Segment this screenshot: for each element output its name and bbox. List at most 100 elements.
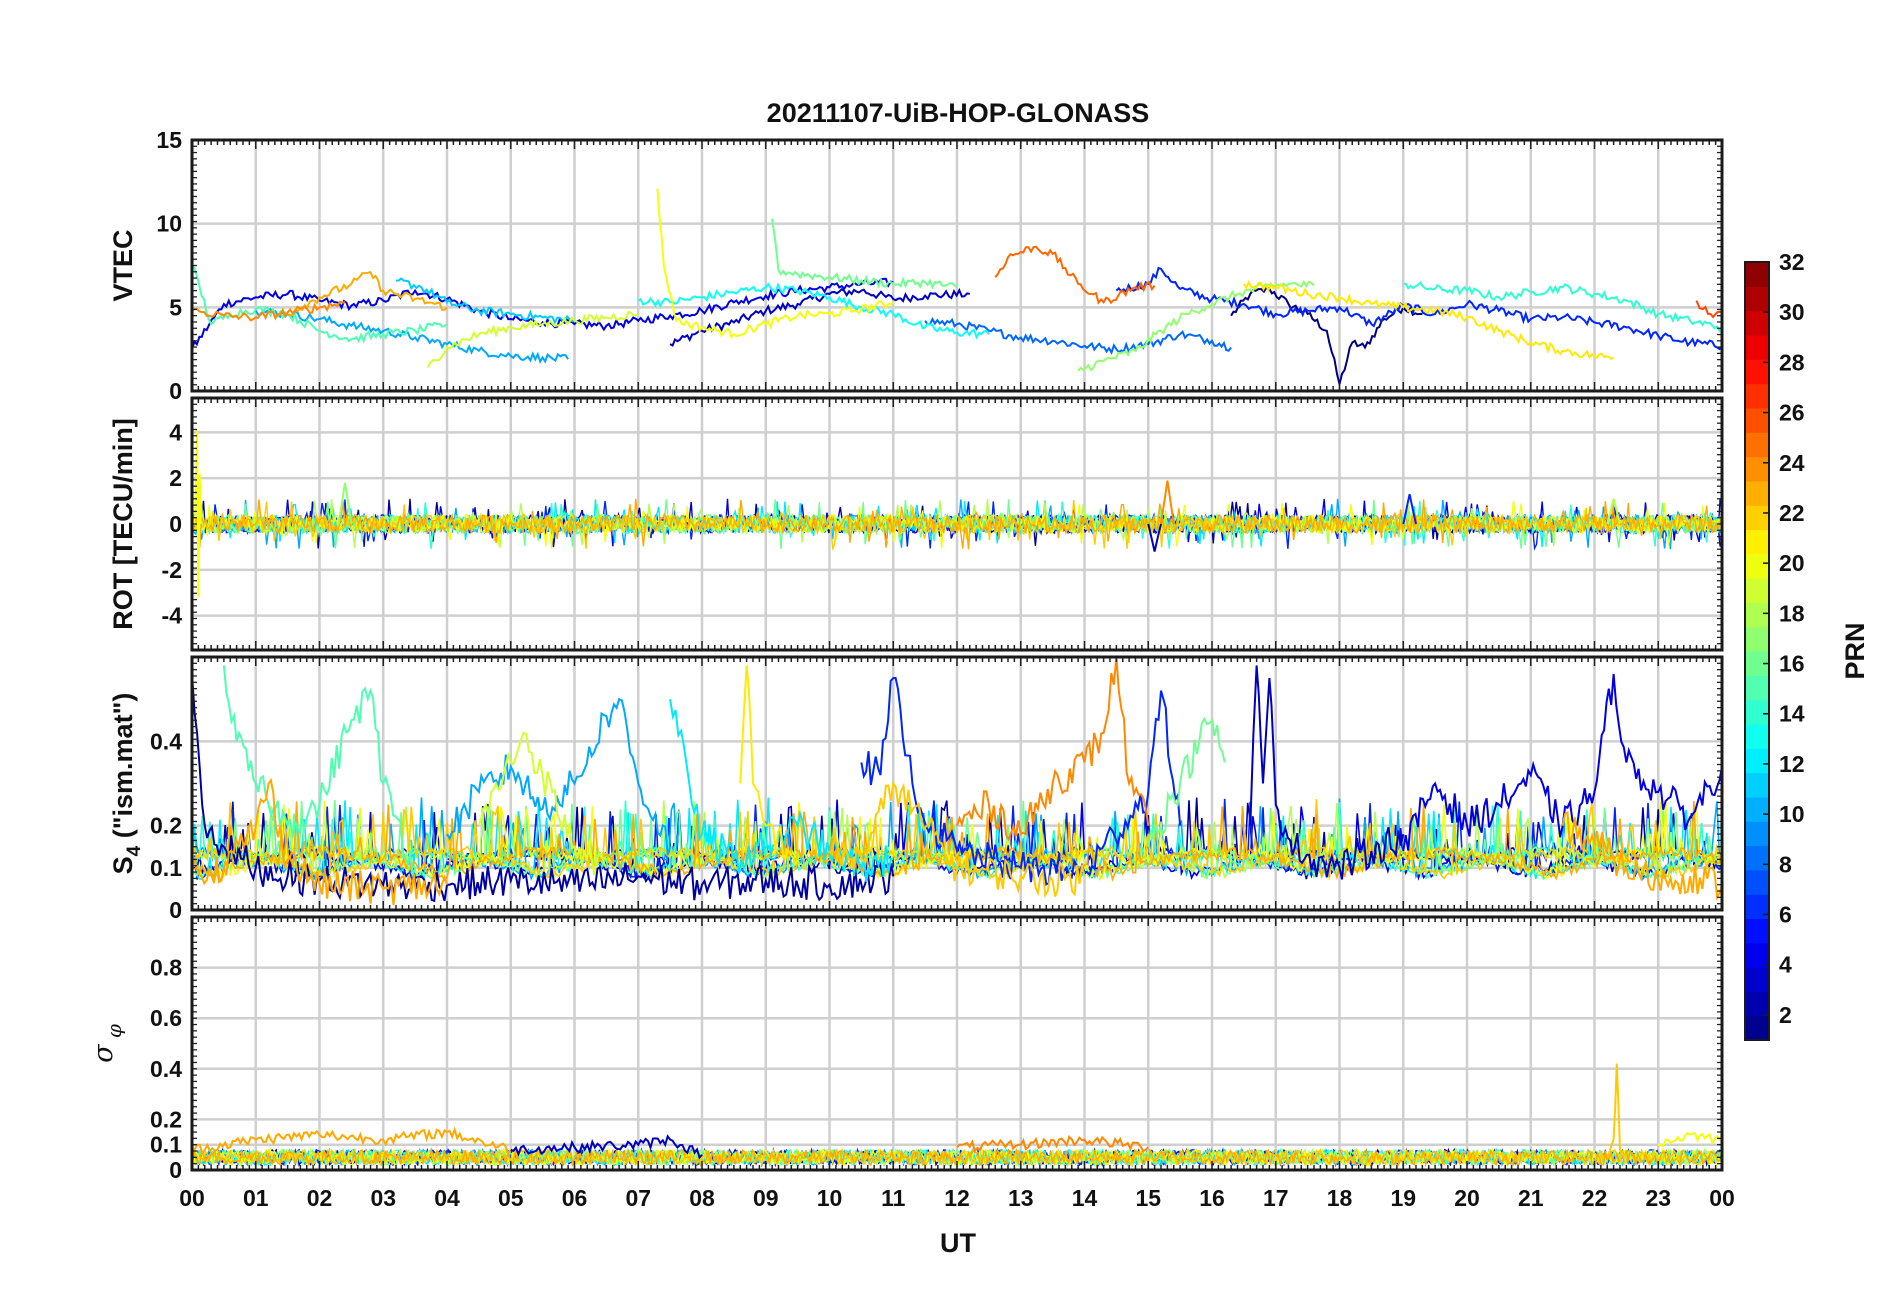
colorbar-segment [1745, 602, 1769, 628]
colorbar-segment [1745, 310, 1769, 336]
series-line-prn-16 [1147, 716, 1226, 847]
series-group [192, 188, 1722, 385]
y-tick-label: 15 [156, 127, 182, 153]
y-tick-label: 0.1 [150, 1132, 182, 1158]
series-line-prn-20 [194, 430, 202, 598]
y-tick-label: 0.8 [150, 955, 182, 981]
x-tick-label: 13 [1008, 1185, 1034, 1211]
colorbar-tick-label: 22 [1779, 500, 1805, 526]
colorbar-segment [1745, 578, 1769, 603]
colorbar-segment [1745, 845, 1769, 871]
y-tick-label: 0 [169, 511, 182, 537]
x-tick-label: 17 [1263, 1185, 1289, 1211]
x-axis-tick-labels: 00 01 02 03 04 05 06 07 08 09 10 11 12 13 14 15 16 17 18 19… [179, 1185, 1735, 1211]
s4-noise-trace [192, 801, 1722, 883]
colorbar-segment [1745, 383, 1769, 409]
y-tick-label: 0 [169, 897, 182, 923]
series-line-prn-23 [287, 271, 448, 317]
y-axis-title-main: σ [88, 1043, 119, 1063]
colorbar-tick-label: 20 [1779, 550, 1805, 576]
x-axis-title: UT [940, 1228, 976, 1258]
y-axis-title-sigma_phi: σ φ [88, 1024, 126, 1063]
colorbar-tick-label: 2 [1779, 1002, 1792, 1028]
series-group [192, 1063, 1722, 1168]
series-line-prn-24 [192, 300, 346, 322]
series-line-prn-23 [192, 1126, 512, 1156]
colorbar-tick-label: 8 [1779, 851, 1792, 877]
grid [190, 138, 1724, 393]
colorbar-segment [1745, 626, 1769, 652]
series-line-prn-19 [477, 731, 608, 876]
y-tick-label: 5 [169, 294, 182, 320]
colorbar-segment [1745, 723, 1769, 749]
colorbar-segment [1745, 821, 1769, 847]
y-axis-title-s4: S4 ("ism.mat") [108, 693, 145, 875]
y-tick-label: 4 [169, 419, 182, 445]
series-line-prn-17 [337, 482, 353, 525]
rot-noise-trace [192, 498, 1721, 550]
colorbar-segment [1745, 796, 1769, 822]
x-tick-label: 22 [1582, 1185, 1608, 1211]
colorbar-segment [1745, 286, 1769, 312]
x-tick-label: 23 [1645, 1185, 1671, 1211]
axes-frame [190, 655, 1724, 912]
colorbar-tick-label: 12 [1779, 751, 1805, 777]
x-tick-label: 11 [881, 1185, 906, 1211]
subplot-vtec: 0 5 10 15 VTEC [108, 127, 1724, 404]
subplot-s4: 00.10.20.4S4 ("ism.mat") [108, 655, 1724, 923]
series-line-prn-21 [739, 665, 799, 867]
colorbar-segment [1745, 407, 1769, 433]
y-axis-title-rest: ("ism.mat") [108, 693, 138, 846]
series-line-prn-11 [395, 277, 575, 325]
x-tick-label: 20 [1454, 1185, 1480, 1211]
colorbar-segment [1745, 334, 1769, 360]
colorbar-segment [1745, 894, 1769, 920]
colorbar-segment [1745, 456, 1769, 482]
y-tick-label: 0.2 [150, 813, 182, 839]
x-tick-label: 06 [562, 1185, 588, 1211]
series-line-prn-22 [1606, 1063, 1628, 1158]
axes-frame [190, 915, 1724, 1172]
colorbar-segment [1745, 675, 1769, 701]
colorbar-tick-label: 4 [1779, 952, 1792, 978]
series-line-prn-14 [1403, 281, 1722, 333]
y-tick-label: 0.4 [150, 728, 182, 754]
x-tick-label: 21 [1518, 1185, 1544, 1211]
series-line-prn-20 [656, 188, 894, 340]
series-line-prn-3 [1147, 523, 1162, 552]
y-tick-label: -4 [162, 603, 183, 629]
series-line-prn-6 [1402, 493, 1417, 525]
x-tick-label: 18 [1327, 1185, 1353, 1211]
series-line-prn-22 [828, 780, 1086, 899]
x-tick-label: 14 [1072, 1185, 1098, 1211]
colorbar-segment [1745, 699, 1769, 725]
series-line-prn-3 [669, 287, 970, 347]
colorbar-segment [1745, 942, 1769, 968]
colorbar-tick-label: 24 [1779, 450, 1805, 476]
colorbar-segment [1745, 480, 1769, 506]
series-line-prn-21 [1243, 279, 1615, 361]
series-line-prn-24 [956, 1135, 1150, 1153]
colorbar-tick-label: 18 [1779, 600, 1805, 626]
colorbar-segment [1745, 772, 1769, 798]
axes-frame [190, 396, 1724, 652]
subplot-sigma_phi: 00.10.2 0.4 0.6 0.8 σ φ [88, 915, 1724, 1183]
colorbar-segment [1745, 967, 1769, 992]
colorbar-segment [1745, 262, 1769, 287]
y-tick-label: 0 [169, 1157, 182, 1183]
series-line-prn-3 [1249, 665, 1405, 880]
x-tick-label: 00 [179, 1185, 205, 1211]
series-line-prn-23 [192, 777, 448, 906]
axes-frame [190, 138, 1724, 393]
x-tick-label: 19 [1390, 1185, 1416, 1211]
colorbar-tick-label: 6 [1779, 902, 1792, 928]
series-group [192, 657, 1722, 906]
series-line-prn-8 [924, 316, 1232, 355]
series-line-prn-25 [994, 245, 1156, 305]
x-tick-label: 02 [307, 1185, 333, 1211]
colorbar-tick-label: 16 [1779, 651, 1805, 677]
x-tick-label: 08 [689, 1185, 715, 1211]
series-line-prn-26 [1695, 300, 1722, 319]
x-tick-label: 07 [625, 1185, 651, 1211]
